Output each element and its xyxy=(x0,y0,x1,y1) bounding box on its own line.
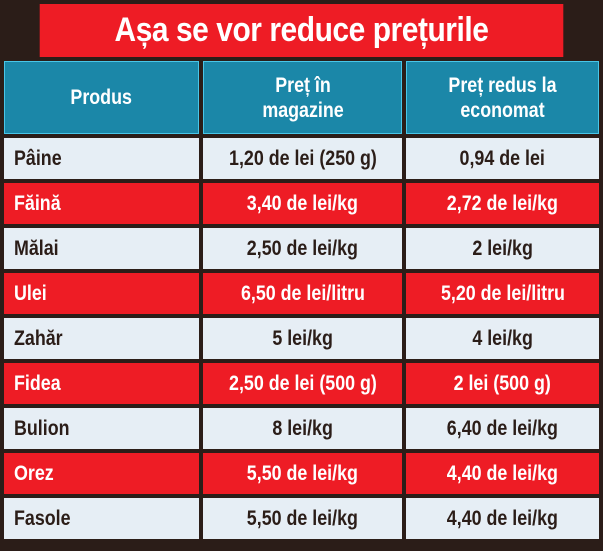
table-row-store-price: 2,50 de lei/kg xyxy=(203,228,402,269)
table-row-product: Ulei xyxy=(4,273,199,314)
table-row-reduced-price: 2 lei (500 g) xyxy=(406,363,599,404)
table-row-product: Fidea xyxy=(4,363,199,404)
table-row-reduced-price: 4 lei/kg xyxy=(406,318,599,359)
table-row-store-price: 3,40 de lei/kg xyxy=(203,183,402,224)
table-row-store-price: 1,20 de lei (250 g) xyxy=(203,138,402,179)
table-title: Așa se vor reduce prețurile xyxy=(39,4,564,57)
price-table: Produs Preț în magazine Preț redus la ec… xyxy=(4,61,599,539)
table-row-store-price: 8 lei/kg xyxy=(203,408,402,449)
table-row-product: Zahăr xyxy=(4,318,199,359)
table-row-reduced-price: 2 lei/kg xyxy=(406,228,599,269)
table-row-reduced-price: 6,40 de lei/kg xyxy=(406,408,599,449)
table-row-store-price: 5 lei/kg xyxy=(203,318,402,359)
table-row-product: Fasole xyxy=(4,498,199,539)
table-row-store-price: 5,50 de lei/kg xyxy=(203,453,402,494)
table-row-store-price: 6,50 de lei/litru xyxy=(203,273,402,314)
table-row-product: Bulion xyxy=(4,408,199,449)
table-row-reduced-price: 2,72 de lei/kg xyxy=(406,183,599,224)
header-product: Produs xyxy=(4,61,199,134)
table-row-store-price: 5,50 de lei/kg xyxy=(203,498,402,539)
table-row-store-price: 2,50 de lei (500 g) xyxy=(203,363,402,404)
table-row-product: Pâine xyxy=(4,138,199,179)
table-row-reduced-price: 4,40 de lei/kg xyxy=(406,453,599,494)
table-row-product: Orez xyxy=(4,453,199,494)
table-row-product: Mălai xyxy=(4,228,199,269)
table-row-reduced-price: 0,94 de lei xyxy=(406,138,599,179)
table-row-reduced-price: 4,40 de lei/kg xyxy=(406,498,599,539)
table-row-product: Făină xyxy=(4,183,199,224)
header-store-price: Preț în magazine xyxy=(203,61,402,134)
table-row-reduced-price: 5,20 de lei/litru xyxy=(406,273,599,314)
header-reduced-price: Preț redus la economat xyxy=(406,61,599,134)
